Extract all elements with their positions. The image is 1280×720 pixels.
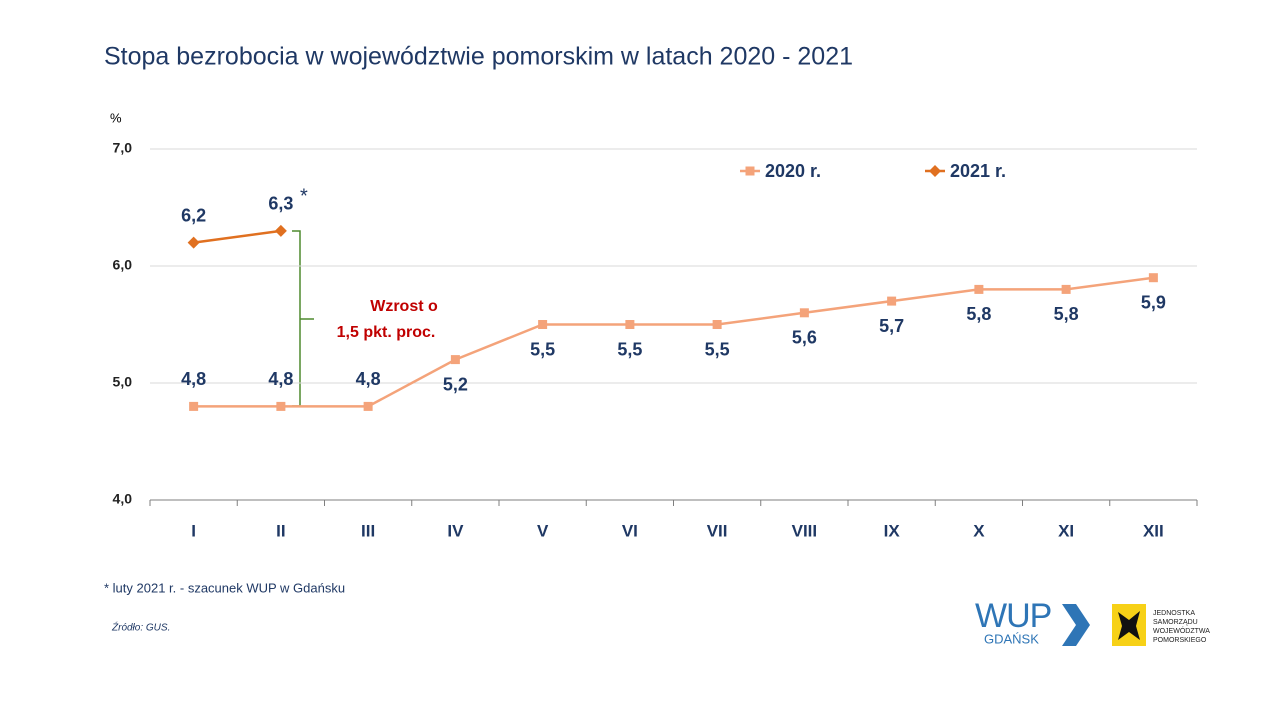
data-point	[450, 355, 460, 365]
data-point	[1061, 284, 1071, 294]
data-label: 6,2	[181, 205, 206, 225]
logo-text: WUP	[975, 597, 1051, 635]
legend-label: 2020 r.	[765, 161, 821, 181]
annotation: 1,5 pkt. proc.	[337, 324, 436, 341]
data-point	[712, 320, 722, 329]
logo-partner: POMORSKIEGO	[1153, 637, 1207, 644]
y-tick-label: 4,0	[113, 491, 133, 507]
y-axis-label: %	[110, 110, 122, 125]
logo-partner: JEDNOSTKA	[1153, 610, 1195, 617]
x-tick-label: IV	[447, 521, 464, 540]
data-label: 4,8	[181, 369, 206, 389]
logo-city: GDAŃSK	[984, 631, 1039, 646]
series-line	[193, 276, 1154, 408]
series-line	[193, 229, 282, 244]
data-point	[1148, 273, 1158, 283]
data-label: 5,5	[530, 339, 555, 359]
data-label: 5,5	[705, 339, 730, 359]
logo: WUP GDAŃSK JEDNOSTKA SAMORZĄDU WOJEWÓDZT…	[975, 597, 1210, 646]
data-point	[274, 224, 287, 237]
footnote: * luty 2021 r. - szacunek WUP w Gdańsku	[104, 580, 345, 595]
x-tick-label: II	[276, 521, 285, 540]
x-tick-label: V	[537, 521, 549, 540]
data-label: 5,5	[617, 339, 642, 359]
data-point	[625, 320, 635, 329]
data-point	[189, 401, 199, 411]
data-label: 5,2	[443, 374, 468, 394]
legend-marker	[745, 166, 755, 176]
data-point	[363, 401, 373, 411]
bracket	[292, 230, 314, 407]
x-tick-label: VII	[707, 521, 728, 540]
logo-partner: WOJEWÓDZTWA	[1153, 626, 1210, 635]
chart-title: Stopa bezrobocia w województwie pomorski…	[104, 43, 853, 71]
legend-label: 2021 r.	[950, 161, 1006, 181]
data-label: 6,3	[268, 194, 293, 214]
data-label: 5,8	[1054, 304, 1079, 324]
x-tick-label: I	[191, 521, 196, 540]
x-tick-label: VI	[622, 521, 638, 540]
source: Źródło: GUS.	[111, 621, 170, 634]
data-point	[887, 296, 897, 306]
legend-marker	[929, 165, 941, 177]
data-label: 5,9	[1141, 292, 1166, 312]
x-tick-label: IX	[884, 521, 901, 540]
annotation-star: *	[300, 185, 308, 207]
logo-partner: SAMORZĄDU	[1153, 619, 1198, 626]
data-label: 5,8	[966, 304, 991, 324]
data-point	[974, 284, 984, 294]
x-tick-label: XII	[1143, 521, 1164, 540]
y-tick-label: 7,0	[113, 140, 133, 156]
data-point	[538, 320, 548, 329]
data-point	[799, 308, 809, 318]
crest-griffin	[1118, 611, 1140, 640]
x-tick-label: XI	[1058, 521, 1074, 540]
data-label: 5,7	[879, 316, 904, 336]
x-tick-label: VIII	[792, 521, 818, 540]
logo-arrow	[1062, 604, 1090, 646]
y-tick-label: 6,0	[113, 257, 133, 273]
annotation: Wzrost o	[370, 298, 438, 315]
x-tick-label: III	[361, 521, 375, 540]
y-tick-label: 5,0	[113, 374, 133, 390]
x-tick-label: X	[973, 521, 985, 540]
data-point	[187, 236, 200, 249]
data-label: 4,8	[268, 369, 293, 389]
data-point	[276, 401, 286, 411]
data-label: 5,6	[792, 328, 817, 348]
data-label: 4,8	[356, 369, 381, 389]
